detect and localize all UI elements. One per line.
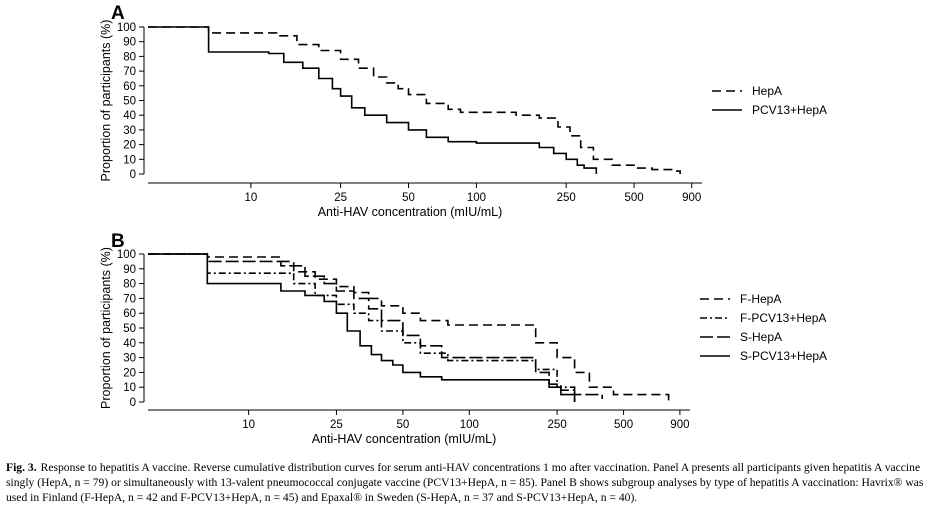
- x-tick-label: 10: [244, 192, 257, 204]
- panel-a-label: A: [111, 3, 125, 24]
- panel-b-label: B: [111, 231, 125, 252]
- y-tick-label: 30: [123, 353, 136, 365]
- legend-label: F-PCV13+HepA: [740, 311, 826, 325]
- y-tick-label: 100: [117, 249, 136, 261]
- x-tick-label: 900: [682, 192, 701, 204]
- y-tick-label: 20: [123, 140, 136, 152]
- y-tick-label: 40: [123, 338, 136, 350]
- x-tick-label: 100: [460, 419, 479, 431]
- x-tick-label: 250: [548, 419, 567, 431]
- caption-text: Response to hepatitis A vaccine. Reverse…: [6, 461, 924, 505]
- y-tick-label: 10: [123, 382, 136, 394]
- legend-label: S-HepA: [740, 330, 782, 344]
- caption-label: Fig. 3.: [6, 461, 37, 474]
- y-tick-label: 90: [123, 37, 136, 49]
- legend-label: F-HepA: [740, 292, 781, 306]
- y-tick-label: 90: [123, 264, 136, 276]
- y-tick-label: 0: [130, 169, 136, 181]
- y-tick-label: 0: [130, 397, 136, 409]
- x-tick-label: 50: [402, 192, 415, 204]
- panel-a: A 0 10 20 30 40 50 60 70 80 90 100 10 25 50 100 250 500 9…: [99, 3, 827, 219]
- x-tick-label: 25: [334, 192, 347, 204]
- series-line-hepa: [148, 26, 681, 174]
- series-line-s-pcv13-hepa: [148, 253, 576, 402]
- figure-caption: Fig. 3. Response to hepatitis A vaccine. …: [6, 460, 924, 506]
- y-tick-label: 40: [123, 110, 136, 122]
- y-tick-label: 60: [123, 81, 136, 93]
- legend-label: S-PCV13+HepA: [740, 349, 827, 363]
- x-tick-label: 900: [670, 419, 689, 431]
- y-tick-label: 20: [123, 367, 136, 379]
- series-line-f-hepa: [148, 253, 670, 402]
- y-axis-title: Proportion of participants (%): [99, 20, 113, 182]
- y-tick-label: 80: [123, 51, 136, 63]
- y-tick-label: 100: [117, 22, 136, 34]
- x-tick-label: 100: [467, 192, 486, 204]
- x-tick-label: 10: [242, 419, 255, 431]
- y-tick-label: 70: [123, 66, 136, 78]
- y-tick-label: 50: [123, 323, 136, 335]
- x-tick-label: 250: [557, 192, 576, 204]
- series-line-s-hepa: [148, 253, 603, 399]
- legend-label: PCV13+HepA: [752, 103, 827, 117]
- y-axis-title: Proportion of participants (%): [99, 247, 113, 409]
- y-tick-label: 10: [123, 154, 136, 166]
- x-tick-label: 500: [614, 419, 633, 431]
- series-line-pcv13-hepa: [148, 26, 598, 174]
- x-axis-title: Anti-HAV concentration (mIU/mL): [312, 432, 497, 446]
- y-tick-label: 70: [123, 293, 136, 305]
- y-tick-label: 60: [123, 308, 136, 320]
- legend-label: HepA: [752, 84, 782, 98]
- y-tick-label: 50: [123, 96, 136, 108]
- y-tick-label: 80: [123, 279, 136, 291]
- panel-b: B 0 10 20 30 40 50 60 70 80 90 100 10 25 50 100 250 500 9…: [99, 231, 827, 446]
- y-tick-label: 30: [123, 125, 136, 137]
- x-tick-label: 50: [396, 419, 409, 431]
- x-tick-label: 500: [625, 192, 644, 204]
- x-tick-label: 25: [330, 419, 343, 431]
- x-axis-title: Anti-HAV concentration (mIU/mL): [318, 205, 503, 219]
